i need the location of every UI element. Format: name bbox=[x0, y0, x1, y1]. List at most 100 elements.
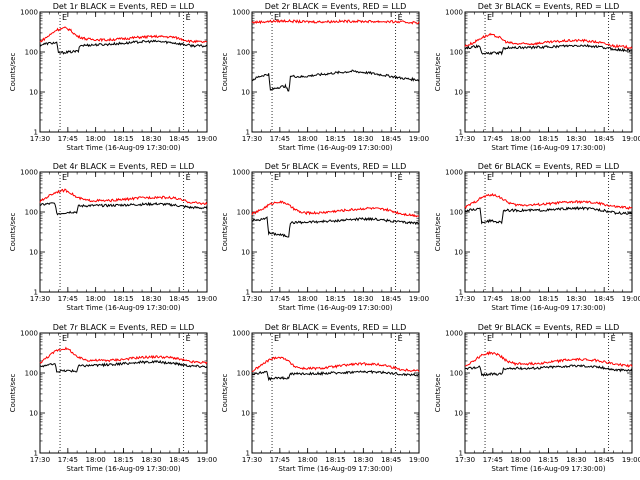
x-tick-label: 17:45 bbox=[483, 456, 503, 464]
y-axis-label: Counts/sec bbox=[9, 374, 17, 413]
y-axis-label: Counts/sec bbox=[434, 374, 442, 413]
x-tick-label: 19:00 bbox=[409, 135, 429, 143]
x-tick-label: 17:45 bbox=[58, 135, 78, 143]
x-tick-label: 17:30 bbox=[455, 295, 475, 303]
x-tick-label: 18:15 bbox=[325, 135, 345, 143]
x-axis-label: Start Time (16-Aug-09 17:30:00) bbox=[491, 304, 605, 312]
panel-3: Det 3r BLACK = Events, RED = LLD 17:30 17:… bbox=[434, 2, 640, 152]
series-lld-line bbox=[464, 32, 633, 49]
x-tick-label: 18:00 bbox=[86, 295, 106, 303]
event-marker-label: E bbox=[62, 173, 67, 182]
panel-2: Det 2r BLACK = Events, RED = LLD 17:30 17:… bbox=[221, 2, 429, 152]
panel-9: Det 9r BLACK = Events, RED = LLD 17:30 17:… bbox=[434, 323, 640, 473]
x-tick-label: 19:00 bbox=[197, 456, 217, 464]
y-tick-label: 10 bbox=[454, 249, 463, 257]
x-tick-label: 17:45 bbox=[58, 295, 78, 303]
event-marker-label: E bbox=[487, 13, 492, 22]
event-marker-label: E bbox=[274, 334, 279, 343]
panel-title: Det 3r BLACK = Events, RED = LLD bbox=[478, 2, 620, 11]
event-marker-label: E bbox=[186, 334, 191, 343]
event-marker-label: E bbox=[611, 173, 616, 182]
y-tick-label: 10 bbox=[29, 410, 38, 418]
x-tick-label: 18:45 bbox=[169, 295, 189, 303]
event-marker-label: E bbox=[398, 13, 403, 22]
panel-1: Det 1r BLACK = Events, RED = LLD 17:30 17:… bbox=[9, 2, 217, 152]
y-tick-label: 100 bbox=[237, 49, 250, 57]
x-tick-label: 17:45 bbox=[483, 295, 503, 303]
event-marker-label: E bbox=[186, 13, 191, 22]
x-tick-label: 17:45 bbox=[270, 135, 290, 143]
x-tick-label: 17:45 bbox=[270, 456, 290, 464]
x-tick-label: 17:30 bbox=[242, 295, 262, 303]
x-tick-label: 18:00 bbox=[511, 135, 531, 143]
panel-4: Det 4r BLACK = Events, RED = LLD 17:30 17:… bbox=[9, 162, 217, 312]
y-tick-label: 10 bbox=[241, 89, 250, 97]
y-tick-label: 100 bbox=[237, 370, 250, 378]
y-tick-label: 1 bbox=[34, 289, 38, 297]
x-tick-label: 18:45 bbox=[169, 456, 189, 464]
series-lld-line bbox=[251, 200, 420, 218]
y-tick-label: 1000 bbox=[20, 169, 38, 177]
x-tick-label: 19:00 bbox=[622, 456, 640, 464]
event-marker-label: E bbox=[487, 173, 492, 182]
x-tick-label: 17:45 bbox=[270, 295, 290, 303]
x-tick-label: 18:00 bbox=[298, 295, 318, 303]
x-tick-label: 18:15 bbox=[538, 135, 558, 143]
plot-frame bbox=[251, 332, 420, 454]
y-axis-label: Counts/sec bbox=[434, 53, 442, 92]
x-tick-label: 19:00 bbox=[197, 295, 217, 303]
panel-title: Det 1r BLACK = Events, RED = LLD bbox=[53, 2, 195, 11]
x-tick-label: 17:45 bbox=[483, 135, 503, 143]
event-marker-label: E bbox=[186, 173, 191, 182]
panel-title: Det 4r BLACK = Events, RED = LLD bbox=[53, 162, 195, 171]
x-tick-label: 18:15 bbox=[325, 456, 345, 464]
x-tick-label: 18:30 bbox=[141, 135, 161, 143]
y-tick-label: 100 bbox=[450, 49, 463, 57]
x-tick-label: 19:00 bbox=[409, 295, 429, 303]
x-tick-label: 18:45 bbox=[594, 135, 614, 143]
x-tick-label: 18:45 bbox=[594, 456, 614, 464]
x-tick-label: 17:30 bbox=[242, 135, 262, 143]
x-tick-label: 18:15 bbox=[325, 295, 345, 303]
x-tick-label: 19:00 bbox=[622, 135, 640, 143]
series-events-line bbox=[251, 69, 420, 92]
x-tick-label: 17:30 bbox=[30, 135, 50, 143]
panel-title: Det 2r BLACK = Events, RED = LLD bbox=[265, 2, 407, 11]
x-tick-label: 19:00 bbox=[622, 295, 640, 303]
panel-title: Det 8r BLACK = Events, RED = LLD bbox=[265, 323, 407, 332]
panel-title: Det 6r BLACK = Events, RED = LLD bbox=[478, 162, 620, 171]
x-tick-label: 18:30 bbox=[353, 135, 373, 143]
x-axis-label: Start Time (16-Aug-09 17:30:00) bbox=[278, 465, 392, 473]
x-axis-label: Start Time (16-Aug-09 17:30:00) bbox=[278, 304, 392, 312]
y-axis-label: Counts/sec bbox=[221, 53, 229, 92]
y-tick-label: 10 bbox=[241, 410, 250, 418]
x-tick-label: 19:00 bbox=[409, 456, 429, 464]
x-tick-label: 18:30 bbox=[566, 456, 586, 464]
series-events-line bbox=[251, 369, 420, 382]
y-tick-label: 1 bbox=[34, 129, 38, 137]
y-tick-label: 1000 bbox=[20, 9, 38, 17]
plot-frame bbox=[251, 171, 420, 293]
y-tick-label: 1000 bbox=[232, 169, 250, 177]
plot-frame bbox=[464, 11, 633, 133]
y-tick-label: 100 bbox=[25, 209, 38, 217]
x-tick-label: 18:45 bbox=[169, 135, 189, 143]
panel-title: Det 5r BLACK = Events, RED = LLD bbox=[265, 162, 407, 171]
y-tick-label: 10 bbox=[241, 249, 250, 257]
x-tick-label: 18:45 bbox=[381, 135, 401, 143]
x-tick-label: 17:30 bbox=[242, 456, 262, 464]
y-tick-label: 1000 bbox=[445, 169, 463, 177]
event-marker-label: E bbox=[611, 334, 616, 343]
event-marker-label: E bbox=[611, 13, 616, 22]
x-tick-label: 17:30 bbox=[455, 135, 475, 143]
y-axis-label: Counts/sec bbox=[9, 213, 17, 252]
x-axis-label: Start Time (16-Aug-09 17:30:00) bbox=[491, 465, 605, 473]
x-tick-label: 18:15 bbox=[113, 135, 133, 143]
y-tick-label: 1000 bbox=[232, 9, 250, 17]
panel-7: Det 7r BLACK = Events, RED = LLD 17:30 17:… bbox=[9, 323, 217, 473]
series-events-line bbox=[251, 216, 420, 238]
y-tick-label: 1 bbox=[459, 289, 463, 297]
x-tick-label: 18:00 bbox=[298, 456, 318, 464]
y-tick-label: 1000 bbox=[445, 9, 463, 17]
